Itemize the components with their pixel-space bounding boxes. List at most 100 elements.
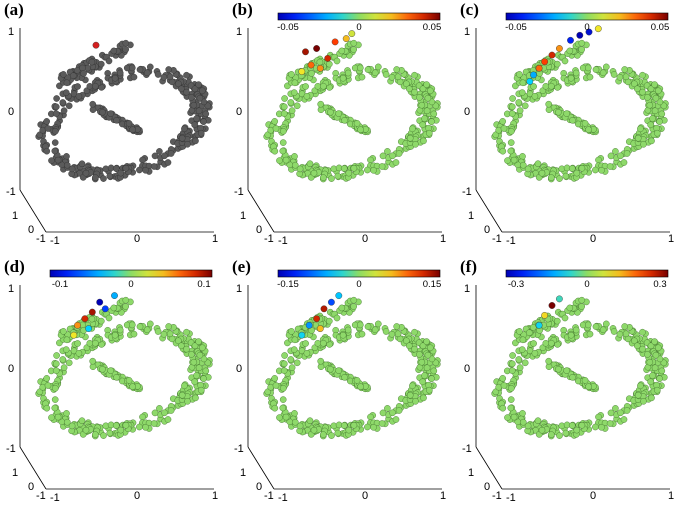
x-tick-label: 1 [440,233,447,245]
x-tick-label: 0 [590,490,597,502]
data-point [350,46,357,53]
data-point [612,405,619,412]
data-point [64,418,71,426]
data-point [59,99,67,106]
data-point [166,330,174,338]
data-point [395,407,403,414]
data-point [510,156,518,164]
data-point [160,331,168,338]
data-point [282,156,290,164]
axis-line [475,446,503,490]
z-tick-label: -1 [264,233,274,245]
data-point [531,93,539,100]
data-point [191,342,199,350]
data-point [509,360,516,368]
data-point [188,94,195,101]
data-point [367,413,374,421]
data-point [106,172,114,180]
data-point [639,328,646,336]
data-point [287,99,295,106]
data-point [651,107,659,115]
data-point [411,345,418,353]
data-point [585,126,592,133]
data-point [341,374,348,381]
data-point [291,336,299,344]
data-point [409,125,416,133]
data-point [200,375,207,382]
data-point [578,421,586,429]
highlight-point [298,331,306,339]
data-point [317,106,325,113]
colorbar [49,269,213,278]
data-point [567,74,575,82]
data-point [340,422,348,429]
data-point [563,367,570,374]
data-point [63,336,71,344]
data-point [280,367,288,374]
data-point [198,87,206,95]
data-point [306,160,314,167]
data-point [160,74,168,81]
data-point [190,358,198,366]
data-point [595,413,602,421]
data-point [165,66,172,73]
highlight-point [342,35,350,42]
data-point [156,405,163,412]
colorbar-tick-label: 0.05 [650,22,670,33]
data-point [647,85,655,93]
highlight-point [298,68,306,76]
data-point [585,383,592,390]
data-point [78,417,86,424]
colorbar-tick-label: -0.1 [51,279,69,290]
scatter-plot [475,12,670,233]
data-point [335,110,342,117]
data-point [631,80,638,88]
data-point [548,431,555,438]
data-point [633,342,641,350]
colorbar-tick-label: 0.3 [653,279,667,290]
data-point [602,63,610,71]
data-point [420,137,427,145]
data-point [524,165,532,173]
data-point [388,331,396,338]
data-point [271,118,279,125]
z-tick-label: 0 [256,481,263,493]
data-point [653,129,661,137]
data-point [129,383,136,390]
data-point [631,337,638,345]
data-point [424,94,432,102]
x-tick-label: 0 [362,490,369,502]
data-point [291,410,298,417]
data-point [555,365,562,373]
highlight-point [556,295,563,303]
data-point [139,413,146,421]
data-point [112,422,120,429]
data-point [125,120,133,127]
data-point [276,157,283,164]
colorbar-tick-label: -0.15 [277,279,299,290]
data-point [403,80,410,88]
data-point [306,417,314,424]
axis-line [475,189,503,233]
data-point [530,340,537,347]
data-point [192,137,199,145]
data-point [384,148,391,155]
data-point [430,110,438,118]
data-point [107,110,114,117]
data-point [374,320,382,328]
data-point [654,87,662,95]
y-tick-label: -1 [462,443,472,455]
highlight-point [328,298,335,306]
y-tick-label: 0 [8,106,15,118]
data-point [178,391,186,399]
data-point [110,47,118,55]
data-point [423,338,430,345]
data-point [166,73,174,81]
z-tick-label: 1 [240,210,247,222]
z-tick-label: 1 [12,210,19,222]
data-point [620,159,628,166]
colorbar [277,12,441,21]
data-point [43,147,51,155]
data-point [649,115,656,122]
data-point [338,304,346,312]
